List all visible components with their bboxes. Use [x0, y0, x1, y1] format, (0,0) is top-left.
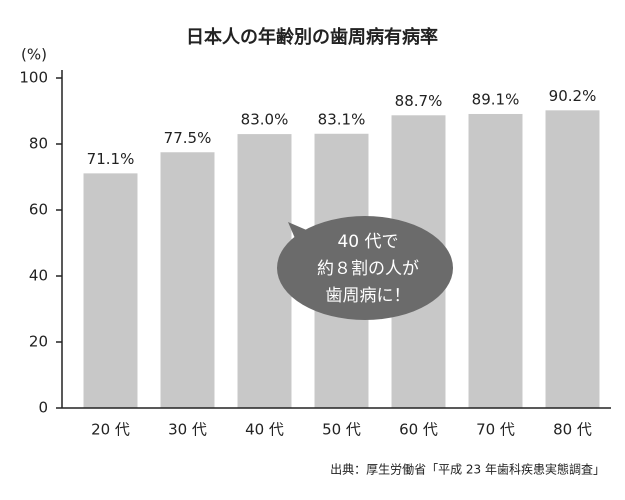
x-tick-label: 70 代: [476, 421, 515, 439]
chart-title: 日本人の年齢別の歯周病有病率: [186, 26, 438, 48]
bar: [83, 173, 138, 408]
value-label: 83.0%: [241, 111, 289, 129]
bar: [545, 110, 600, 408]
bar: [468, 113, 523, 408]
x-tick-label: 60 代: [399, 421, 438, 439]
y-tick-label: 80: [29, 135, 48, 153]
value-label: 88.7%: [395, 92, 443, 110]
annotation-line: 約８割の人が: [317, 259, 419, 279]
y-tick-label: 60: [29, 201, 48, 219]
x-tick-label: 30 代: [168, 421, 207, 439]
source: 出典：厚生労働省「平成 23 年歯科疾患実態調査」: [330, 462, 605, 477]
value-label: 83.1%: [318, 110, 366, 128]
y-unit: (%): [21, 46, 47, 64]
x-tick-label: 50 代: [322, 421, 361, 439]
y-tick-label: 100: [19, 69, 48, 87]
x-tick-label: 40 代: [245, 421, 284, 439]
annotation-line: 歯周病に！: [326, 286, 411, 306]
bar: [160, 152, 215, 408]
y-tick-label: 20: [29, 333, 48, 351]
value-label: 89.1%: [472, 90, 520, 108]
x-tick-label: 80 代: [553, 421, 592, 439]
value-label: 77.5%: [164, 129, 212, 147]
value-label: 90.2%: [549, 87, 597, 105]
value-label: 71.1%: [87, 150, 135, 168]
x-tick-label: 20 代: [91, 421, 130, 439]
annotation-line: 40 代で: [337, 232, 398, 252]
y-tick-label: 0: [38, 399, 48, 417]
y-tick-label: 40: [29, 267, 48, 285]
bubble: [277, 216, 453, 320]
